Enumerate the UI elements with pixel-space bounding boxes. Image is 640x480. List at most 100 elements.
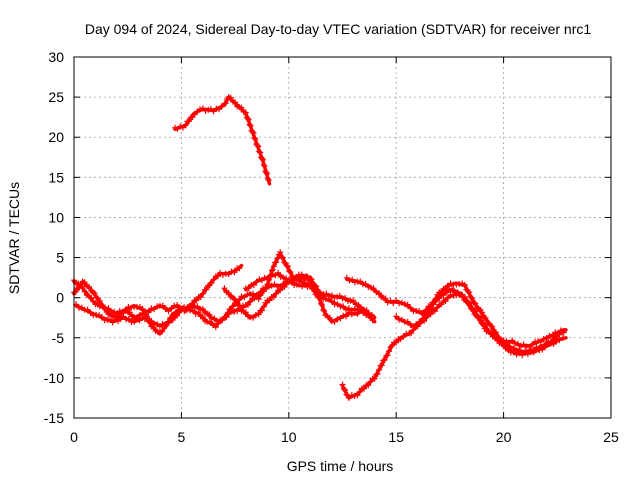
marker-4-22 bbox=[266, 297, 273, 304]
marker-1-38 bbox=[168, 305, 175, 312]
marker-2-109 bbox=[286, 268, 293, 275]
marker-8-6 bbox=[348, 392, 355, 399]
marker-8-55 bbox=[446, 286, 453, 293]
marker-7-22 bbox=[447, 291, 454, 298]
marker-0-38 bbox=[249, 128, 256, 135]
marker-1-57 bbox=[210, 276, 217, 283]
marker-5-40 bbox=[350, 297, 357, 304]
marker-1-32 bbox=[151, 306, 158, 313]
grid-lines bbox=[74, 57, 611, 418]
marker-8-9 bbox=[356, 388, 363, 395]
marker-4-55 bbox=[334, 316, 341, 323]
marker-7-0 bbox=[393, 313, 400, 320]
marker-5-10 bbox=[269, 271, 276, 278]
marker-2-27 bbox=[125, 304, 132, 310]
y-tick-label-2: -5 bbox=[52, 330, 65, 346]
marker-4-56 bbox=[337, 315, 344, 322]
marker-6-7 bbox=[362, 280, 369, 287]
marker-8-19 bbox=[376, 366, 382, 373]
marker-4-27 bbox=[277, 287, 284, 294]
marker-7-20 bbox=[442, 298, 449, 305]
marker-1-5 bbox=[81, 288, 88, 295]
marker-4-53 bbox=[328, 318, 335, 324]
marker-8-21 bbox=[378, 362, 385, 369]
marker-0-21 bbox=[222, 100, 229, 107]
marker-6-23 bbox=[404, 301, 411, 308]
marker-8-91 bbox=[529, 341, 536, 348]
marker-0-17 bbox=[213, 105, 220, 112]
marker-8-53 bbox=[440, 292, 447, 299]
marker-5-17 bbox=[288, 278, 295, 285]
marker-8-28 bbox=[388, 342, 395, 349]
marker-7-59 bbox=[530, 349, 537, 356]
marker-5-31 bbox=[326, 293, 333, 300]
x-tick-label-2: 10 bbox=[281, 429, 297, 445]
y-tick-label-3: 0 bbox=[56, 290, 64, 306]
marker-0-31 bbox=[242, 109, 249, 116]
marker-8-0 bbox=[339, 381, 346, 388]
marker-8-3 bbox=[343, 391, 350, 398]
y-axis-label: SDTVAR / TECUs bbox=[6, 182, 22, 294]
marker-2-14 bbox=[96, 298, 103, 304]
marker-6-64 bbox=[489, 323, 496, 330]
marker-7-68 bbox=[556, 337, 563, 344]
marker-8-37 bbox=[410, 326, 417, 333]
x-tick-label-1: 5 bbox=[178, 429, 186, 445]
marker-3-71 bbox=[255, 292, 262, 299]
marker-3-14 bbox=[112, 317, 119, 323]
marker-4-7 bbox=[235, 301, 242, 308]
series-sat-track-6 bbox=[242, 269, 377, 320]
marker-2-83 bbox=[250, 290, 256, 297]
marker-4-47 bbox=[319, 302, 326, 308]
marker-4-58 bbox=[343, 313, 350, 320]
marker-4-5 bbox=[231, 295, 238, 302]
marker-8-16 bbox=[371, 375, 378, 382]
marker-7-18 bbox=[438, 301, 445, 308]
marker-2-26 bbox=[122, 306, 129, 313]
marker-6-50 bbox=[466, 289, 473, 296]
marker-4-11 bbox=[242, 309, 249, 316]
marker-0-35 bbox=[246, 121, 253, 128]
marker-4-25 bbox=[272, 290, 279, 297]
marker-7-62 bbox=[539, 346, 546, 353]
marker-0-18 bbox=[216, 106, 222, 113]
marker-2-11 bbox=[91, 290, 98, 297]
marker-5-30 bbox=[323, 290, 330, 297]
marker-4-2 bbox=[225, 290, 232, 296]
marker-8-90 bbox=[526, 344, 533, 351]
marker-3-75 bbox=[265, 283, 272, 290]
marker-5-25 bbox=[310, 283, 316, 290]
marker-7-55 bbox=[519, 352, 526, 359]
marker-3-19 bbox=[125, 316, 132, 322]
marker-8-60 bbox=[459, 292, 466, 299]
marker-8-84 bbox=[509, 337, 516, 344]
marker-4-62 bbox=[354, 310, 361, 317]
marker-5-12 bbox=[275, 269, 282, 276]
marker-0-43 bbox=[254, 142, 261, 149]
marker-3-53 bbox=[211, 315, 218, 322]
marker-6-2 bbox=[349, 276, 356, 283]
marker-8-7 bbox=[351, 393, 358, 399]
marker-2-100 bbox=[274, 255, 281, 262]
marker-8-23 bbox=[381, 356, 388, 363]
marker-5-1 bbox=[245, 285, 252, 292]
marker-4-18 bbox=[259, 307, 266, 314]
marker-0-10 bbox=[194, 108, 201, 115]
marker-8-49 bbox=[431, 298, 438, 305]
marker-0-24 bbox=[227, 94, 234, 101]
marker-8-8 bbox=[354, 392, 361, 399]
marker-2-108 bbox=[284, 263, 291, 270]
marker-3-46 bbox=[194, 303, 201, 310]
marker-2-102 bbox=[277, 249, 284, 256]
marker-7-60 bbox=[533, 346, 540, 353]
marker-8-33 bbox=[400, 333, 407, 340]
marker-0-29 bbox=[238, 104, 245, 111]
marker-1-53 bbox=[203, 286, 210, 293]
x-tick-label-4: 20 bbox=[496, 429, 512, 445]
marker-0-36 bbox=[247, 122, 254, 129]
marker-8-14 bbox=[367, 378, 374, 385]
marker-8-78 bbox=[492, 334, 498, 341]
marker-2-6 bbox=[81, 279, 88, 286]
marker-8-93 bbox=[535, 338, 541, 345]
marker-4-13 bbox=[247, 314, 254, 320]
